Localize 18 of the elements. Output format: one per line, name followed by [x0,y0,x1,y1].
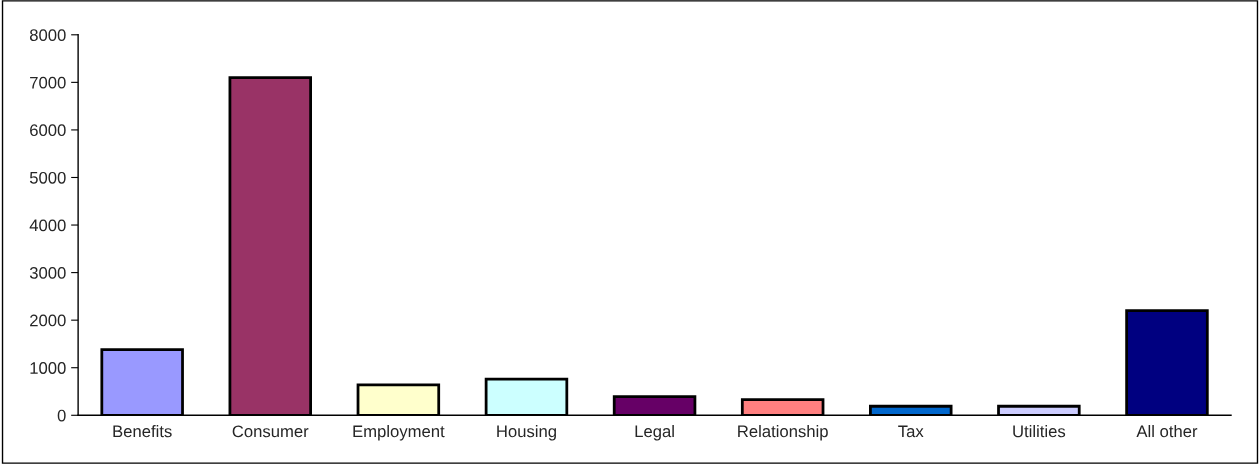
x-tick-label: All other [1136,425,1198,438]
y-tick-label: 0 [57,409,66,422]
x-tick-label: Benefits [113,425,172,438]
y-tick-label: 1000 [30,362,66,374]
y-tick-label: 5000 [29,171,66,184]
y-tick-label: 2000 [30,314,66,327]
x-tick-label: Employment [353,425,445,441]
y-tick-label: 4000 [29,219,66,232]
y-tick-label: 7000 [30,76,66,89]
y-tick-label: 8000 [29,29,66,41]
x-tick-label: Relationship [738,425,828,441]
x-tick-label: Tax [898,425,924,438]
x-tick-label: Utilities [1013,425,1066,438]
y-tick-label: 3000 [29,267,66,279]
y-tick-label: 6000 [30,124,66,137]
x-tick-label: Consumer [232,425,309,438]
x-tick-label: Legal [635,425,674,441]
x-tick-label: Housing [497,425,556,441]
